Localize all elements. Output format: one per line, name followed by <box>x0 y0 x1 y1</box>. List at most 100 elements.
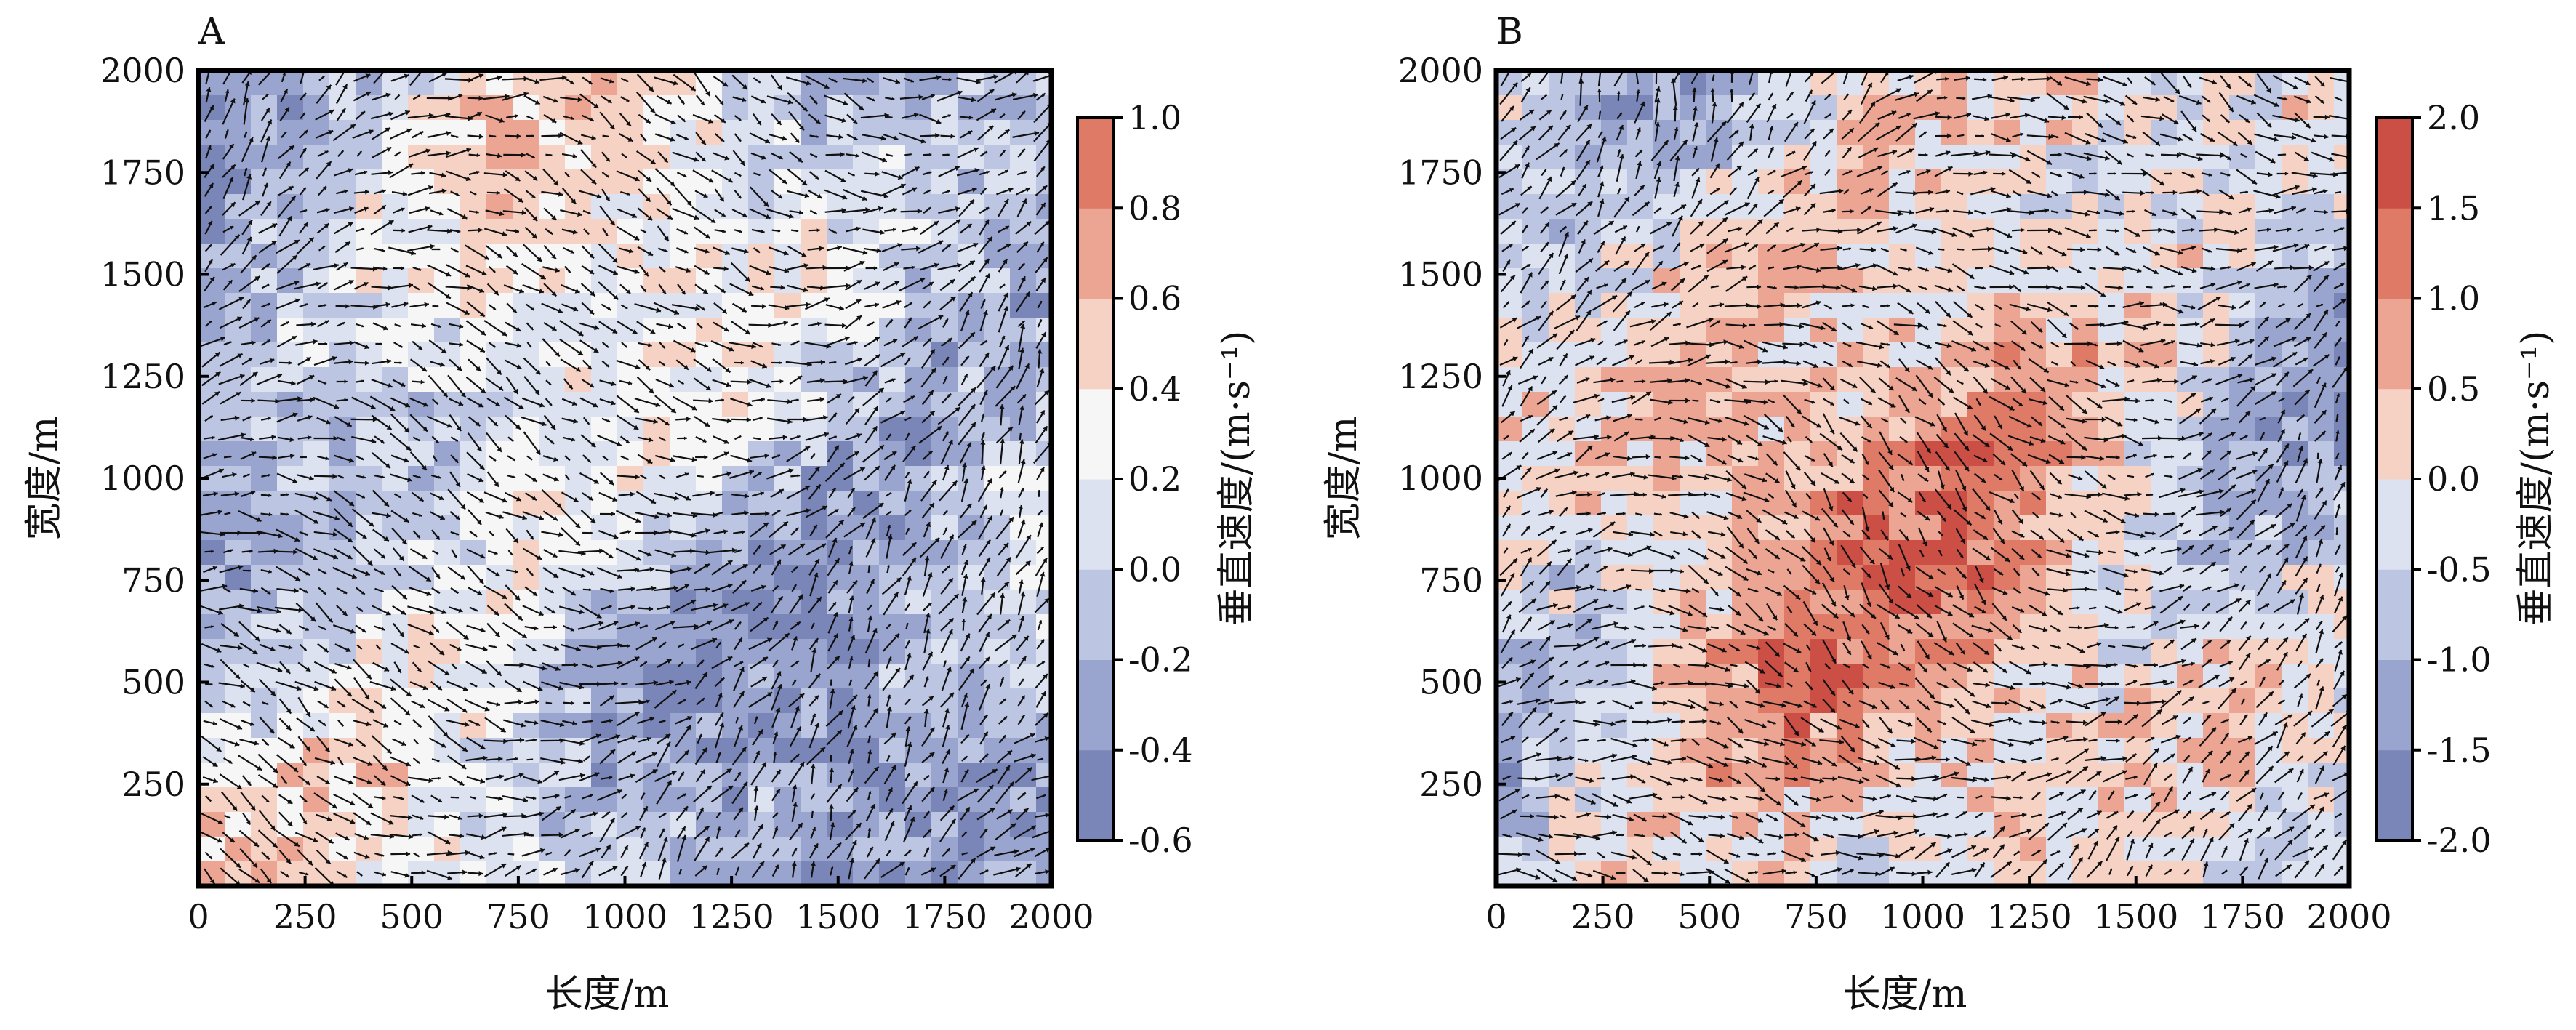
field-cell <box>2177 590 2204 615</box>
field-cell <box>1784 763 1811 788</box>
wind-vector <box>675 417 691 422</box>
field-cell <box>748 787 775 813</box>
field-cell <box>774 812 801 837</box>
wind-vector <box>487 416 499 427</box>
field-cell <box>1915 244 1942 269</box>
field-cell <box>1732 219 1759 244</box>
field-cell <box>1549 268 1576 294</box>
wind-vector <box>845 299 862 310</box>
field-cell <box>2072 244 2099 269</box>
field-cell <box>722 713 749 739</box>
wind-vector <box>941 393 952 404</box>
field-cell <box>2020 392 2047 417</box>
field-cell <box>486 120 513 145</box>
wind-vector <box>601 188 611 202</box>
field-cell <box>1601 145 1628 170</box>
field-cell <box>1627 169 1654 195</box>
field-cell <box>1994 837 2021 862</box>
wind-vector <box>672 207 699 220</box>
field-cell <box>1967 392 1994 417</box>
wind-vector <box>522 284 545 294</box>
field-cell <box>486 268 513 294</box>
field-cell <box>2177 763 2204 788</box>
wind-vector <box>260 318 272 328</box>
wind-vector <box>449 358 463 372</box>
field-cell <box>2020 713 2047 739</box>
field-cell <box>539 688 566 714</box>
field-cell <box>2072 688 2099 714</box>
wind-vector <box>218 297 244 310</box>
wind-vector <box>448 398 464 406</box>
wind-vector <box>244 167 248 177</box>
wind-vector <box>843 188 867 201</box>
field-cell <box>486 219 513 244</box>
field-cell <box>748 837 775 862</box>
field-cell <box>1732 145 1759 170</box>
wind-vector <box>525 190 536 198</box>
wind-vector <box>976 108 997 121</box>
field-cell <box>748 95 775 121</box>
wind-vector <box>899 132 926 144</box>
field-cell <box>277 120 304 145</box>
field-cell <box>1680 71 1706 96</box>
wind-vector <box>676 172 687 178</box>
colorbar-segment <box>1078 208 1114 299</box>
field-cell <box>879 614 906 640</box>
field-cell <box>670 244 697 269</box>
field-cell <box>931 688 958 714</box>
field-cell <box>1549 392 1576 417</box>
colorbar-segment <box>1078 388 1114 480</box>
wind-vector <box>771 379 784 384</box>
field-cell <box>277 219 304 244</box>
field-cell <box>1601 837 1628 862</box>
wind-vector <box>522 244 543 262</box>
wind-vector <box>883 339 898 347</box>
wind-vector <box>413 285 420 291</box>
field-cell <box>1837 763 1863 788</box>
wind-vector <box>244 131 248 138</box>
field-cell <box>539 244 566 269</box>
wind-vector <box>204 259 213 273</box>
field-cell <box>2177 318 2204 343</box>
field-cell <box>434 466 461 491</box>
field-cell <box>2020 342 2047 368</box>
wind-vector <box>222 98 236 125</box>
field-cell <box>1627 688 1654 714</box>
field-cell <box>2308 244 2335 269</box>
wind-vector <box>523 357 542 375</box>
wind-vector <box>1037 318 1043 328</box>
field-cell <box>643 244 670 269</box>
field-cell <box>303 540 330 566</box>
wind-vector <box>861 151 888 163</box>
wind-vector <box>222 201 236 216</box>
wind-vector <box>486 190 500 196</box>
wind-vector <box>261 302 271 308</box>
field-cell <box>2255 145 2282 170</box>
x-tick-label: 2000 <box>1008 897 1094 936</box>
wind-vector <box>390 128 412 140</box>
field-cell <box>1575 441 1602 467</box>
wind-vector <box>824 94 848 106</box>
field-cell <box>225 342 252 368</box>
field-cell <box>277 565 304 590</box>
wind-vector <box>809 209 818 215</box>
field-cell <box>539 268 566 294</box>
wind-vector <box>407 244 435 252</box>
wind-vector <box>582 417 590 425</box>
wind-vector <box>693 72 711 97</box>
field-cell <box>1758 466 1785 491</box>
field-cell <box>408 194 435 220</box>
field-cell <box>879 417 906 442</box>
wind-vector <box>619 133 634 142</box>
wind-vector <box>488 265 496 273</box>
field-cell <box>879 293 906 318</box>
field-cell <box>460 145 487 170</box>
field-cell <box>1706 688 1733 714</box>
field-cell <box>2098 441 2125 467</box>
wind-vector <box>408 224 433 233</box>
wind-vector <box>732 96 747 102</box>
field-cell <box>2124 837 2151 862</box>
field-cell <box>1889 763 1916 788</box>
wind-vector <box>467 73 484 82</box>
field-cell <box>1994 565 2021 590</box>
